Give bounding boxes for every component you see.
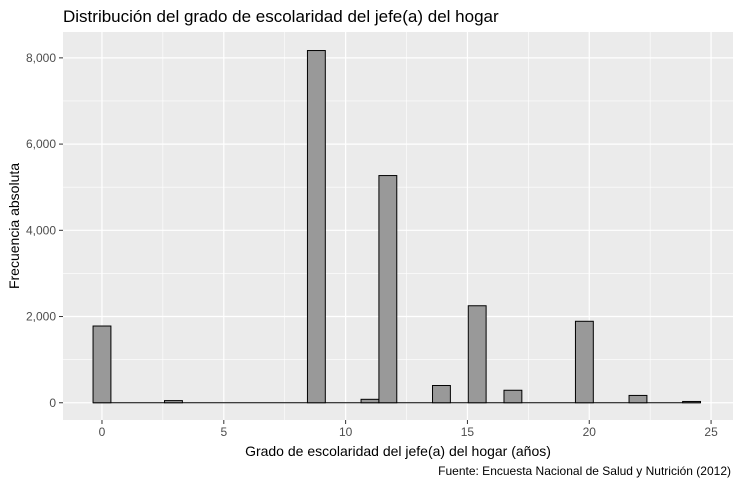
histogram-bar xyxy=(503,389,523,404)
chart-title: Distribución del grado de escolaridad de… xyxy=(63,7,499,26)
histogram-bar xyxy=(360,398,380,404)
y-axis: 0 2,000 4,000 6,000 8,000 xyxy=(26,51,63,410)
histogram-bar xyxy=(432,385,451,404)
x-axis: 0 5 10 15 20 25 xyxy=(99,420,718,439)
minor-gridlines xyxy=(63,32,733,420)
histogram-bar xyxy=(306,50,326,404)
y-tick-label: 4,000 xyxy=(26,223,56,237)
y-tick-label: 2,000 xyxy=(26,310,56,324)
histogram-bar xyxy=(467,305,487,404)
x-tick-label: 10 xyxy=(339,425,353,439)
x-tick-label: 0 xyxy=(99,425,106,439)
x-tick-label: 25 xyxy=(704,425,718,439)
y-axis-label: Frecuencia absoluta xyxy=(6,163,22,289)
histogram-bar xyxy=(164,400,183,404)
histogram-bar xyxy=(628,394,648,404)
y-tick-label: 0 xyxy=(49,396,56,410)
x-tick-label: 5 xyxy=(220,425,227,439)
histogram-bar xyxy=(574,320,594,404)
histogram-bars xyxy=(92,50,702,404)
histogram-bar xyxy=(92,325,112,404)
plot-panel xyxy=(63,32,733,420)
histogram-bar xyxy=(682,400,702,404)
y-tick-label: 6,000 xyxy=(26,137,56,151)
chart-caption: Fuente: Encuesta Nacional de Salud y Nut… xyxy=(438,464,731,478)
y-tick-label: 8,000 xyxy=(26,51,56,65)
x-axis-label: Grado de escolaridad del jefe(a) del hog… xyxy=(245,443,551,459)
histogram-bar xyxy=(378,175,398,404)
x-tick-label: 20 xyxy=(583,425,597,439)
x-tick-label: 15 xyxy=(461,425,475,439)
